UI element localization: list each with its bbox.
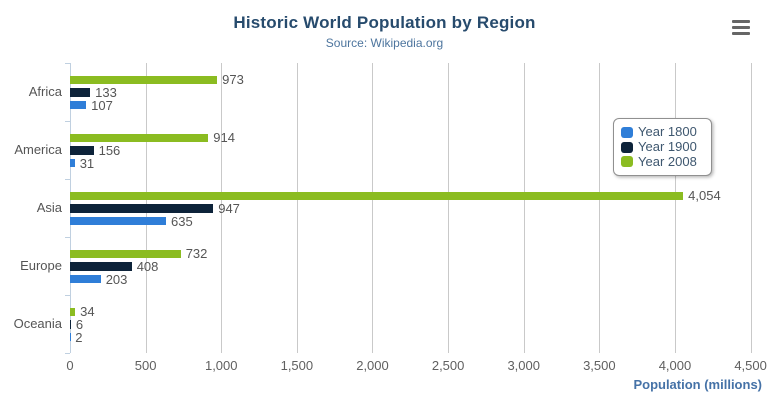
legend-symbol-year-2008: [621, 156, 633, 168]
bar-year-2008-africa[interactable]: [70, 75, 218, 85]
legend-item-year-1800[interactable]: Year 1800: [621, 125, 711, 140]
x-tick-label-0: 0: [66, 358, 74, 373]
legend-symbol-year-1800: [621, 126, 633, 138]
value-label-year-1800-asia: 635: [171, 213, 193, 229]
legend-label: Year 2008: [638, 153, 697, 169]
value-label-year-1900-asia: 947: [218, 200, 240, 216]
bar-year-1900-asia[interactable]: [70, 204, 214, 213]
context-menu-button[interactable]: [728, 15, 754, 39]
gridline: [372, 63, 374, 353]
legend-symbol-year-1900: [621, 141, 633, 153]
bar-year-1900-europe[interactable]: [70, 262, 132, 271]
bar-year-1900-america[interactable]: [70, 146, 94, 155]
category-label-america: America: [14, 142, 62, 157]
value-label-year-1800-america: 31: [79, 155, 95, 171]
value-label-year-1900-oceania: 6: [75, 316, 84, 332]
category-label-africa: Africa: [28, 84, 62, 99]
x-tick-label-1000: 1,000: [204, 358, 238, 373]
value-label-year-1800-europe: 203: [105, 271, 128, 287]
category-label-oceania: Oceania: [13, 316, 62, 331]
x-tick-label-3500: 3,500: [583, 358, 616, 373]
gridline: [448, 63, 450, 353]
bar-year-1800-america[interactable]: [70, 158, 75, 168]
category-label-europe: Europe: [20, 258, 62, 273]
category-axis-tick: [65, 63, 70, 64]
value-label-year-2008-asia: 4,054: [688, 188, 721, 204]
x-tick-label-4000: 4,000: [658, 358, 692, 373]
value-label-year-1900-africa: 133: [95, 84, 117, 100]
bar-year-1900-oceania[interactable]: [70, 320, 71, 329]
legend-item-year-2008[interactable]: Year 2008: [621, 153, 711, 170]
x-tick-label-4500: 4,500: [734, 358, 767, 373]
category-axis-tick: [65, 237, 70, 238]
gridline: [674, 63, 676, 353]
x-tick-label-3000: 3,000: [507, 358, 540, 373]
legend-label: Year 1900: [638, 139, 697, 155]
bar-year-2008-america[interactable]: [70, 133, 209, 143]
bar-year-1900-africa[interactable]: [70, 88, 91, 97]
legend-label: Year 1800: [638, 124, 697, 140]
bar-year-1800-africa[interactable]: [70, 100, 87, 110]
legend: Year 1800 Year 1900 Year 2008: [613, 118, 712, 176]
chart-subtitle: Source: Wikipedia.org: [325, 36, 444, 50]
category-axis-tick: [65, 295, 70, 296]
value-label-year-1900-europe: 408: [136, 258, 159, 274]
gridline: [523, 63, 525, 353]
value-label-year-2008-oceania: 34: [80, 304, 95, 320]
hamburger-icon: [732, 20, 750, 23]
bar-year-1800-asia[interactable]: [70, 216, 167, 226]
x-tick-label-1500: 1,500: [280, 358, 314, 373]
gridline: [296, 63, 298, 353]
chart-title: Historic World Population by Region: [233, 13, 536, 32]
value-label-year-2008-europe: 732: [185, 246, 208, 262]
gridline: [599, 63, 601, 353]
category-axis-tick: [65, 353, 70, 354]
bar-year-2008-asia[interactable]: [70, 191, 684, 201]
legend-item-year-1900[interactable]: Year 1900: [621, 140, 711, 155]
bar-year-2008-europe[interactable]: [70, 249, 181, 259]
category-label-asia: Asia: [36, 200, 62, 215]
hamburger-icon: [732, 32, 750, 35]
value-label-year-2008-america: 914: [213, 130, 235, 146]
x-tick-label-2500: 2,500: [431, 358, 465, 373]
value-label-year-2008-africa: 973: [222, 72, 244, 88]
gridline: [221, 63, 223, 353]
value-label-year-1800-oceania: 2: [75, 329, 83, 345]
bar-year-1800-europe[interactable]: [70, 274, 101, 284]
gridline: [750, 63, 752, 353]
category-axis-tick: [65, 121, 70, 122]
bar-year-2008-oceania[interactable]: [70, 307, 76, 317]
category-axis-tick: [65, 179, 70, 180]
value-label-year-1800-africa: 107: [91, 97, 113, 113]
x-tick-label-500: 500: [134, 358, 157, 373]
value-label-year-1900-america: 156: [98, 142, 121, 158]
x-tick-label-2000: 2,000: [356, 358, 389, 373]
hamburger-icon: [732, 26, 750, 29]
x-axis-title: Population (millions): [633, 377, 762, 392]
